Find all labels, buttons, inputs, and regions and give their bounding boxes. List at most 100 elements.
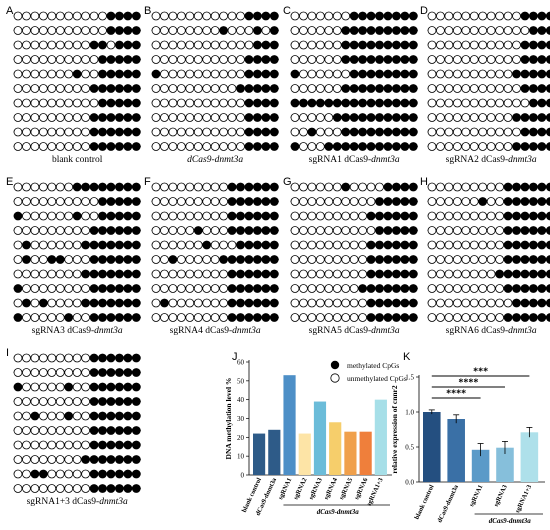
panel-caption: dCas9-dnmt3a xyxy=(187,155,243,165)
unmethylated-cpg xyxy=(452,255,462,264)
methylated-cpg xyxy=(349,84,359,93)
unmethylated-cpg xyxy=(89,98,99,108)
unmethylated-cpg xyxy=(324,240,334,250)
methylated-cpg xyxy=(252,240,262,250)
unmethylated-cpg xyxy=(427,284,437,293)
methylated-cpg xyxy=(193,226,203,235)
unmethylated-cpg xyxy=(478,69,488,79)
methylated-cpg xyxy=(366,98,376,108)
unmethylated-cpg xyxy=(349,240,359,250)
unmethylated-cpg xyxy=(193,313,203,322)
unmethylated-cpg xyxy=(299,197,308,206)
unmethylated-cpg xyxy=(444,55,454,64)
methylated-cpg xyxy=(261,182,271,192)
unmethylated-cpg xyxy=(461,255,471,264)
unmethylated-cpg xyxy=(38,197,48,206)
unmethylated-cpg xyxy=(349,298,359,308)
methylated-cpg xyxy=(269,197,279,206)
unmethylated-cpg xyxy=(89,55,99,64)
unmethylated-cpg xyxy=(341,269,351,279)
panel-caption: sgRNA4 dCas9-dnmt3a xyxy=(170,326,261,336)
unmethylated-cpg xyxy=(64,469,74,479)
unmethylated-cpg xyxy=(55,411,65,421)
unmethylated-cpg xyxy=(176,313,186,322)
unmethylated-cpg xyxy=(160,240,169,250)
methylated-cpg xyxy=(106,211,116,221)
methylated-cpg xyxy=(383,40,393,50)
unmethylated-cpg xyxy=(168,240,178,250)
methylated-cpg xyxy=(375,69,384,79)
methylated-cpg xyxy=(123,255,133,264)
methylated-cpg xyxy=(391,26,401,35)
unmethylated-cpg xyxy=(55,368,65,377)
methylated-cpg xyxy=(537,69,547,79)
panel-label: F xyxy=(144,176,151,188)
unmethylated-cpg xyxy=(72,142,82,151)
methylated-cpg xyxy=(383,226,393,235)
methylated-cpg xyxy=(366,127,376,137)
methylated-cpg xyxy=(22,240,31,250)
methylated-cpg xyxy=(537,127,547,137)
unmethylated-cpg xyxy=(349,255,359,264)
methylated-cpg xyxy=(400,269,410,279)
unmethylated-legend-label: unmethylated CpGs xyxy=(347,374,407,383)
unmethylated-cpg xyxy=(324,84,334,93)
methylated-cpg xyxy=(366,113,376,122)
unmethylated-cpg xyxy=(64,440,74,450)
unmethylated-cpg xyxy=(13,142,23,151)
methylated-cpg xyxy=(269,98,279,108)
methylated-cpg xyxy=(131,469,141,479)
unmethylated-cpg xyxy=(55,455,65,464)
unmethylated-cpg xyxy=(236,142,245,151)
unmethylated-cpg xyxy=(452,182,462,192)
unmethylated-cpg xyxy=(349,211,359,221)
bar-8 xyxy=(359,431,372,475)
methylated-cpg xyxy=(290,142,300,151)
methylated-cpg xyxy=(244,197,254,206)
unmethylated-cpg xyxy=(495,11,505,21)
unmethylated-cpg xyxy=(72,284,82,293)
unmethylated-cpg xyxy=(444,284,454,293)
methylated-cpg xyxy=(520,69,530,79)
caption-text: sgRNA2 dCas9- xyxy=(446,155,509,165)
methylated-cpg xyxy=(391,127,401,137)
unmethylated-cpg xyxy=(38,127,48,137)
unmethylated-cpg xyxy=(13,197,23,206)
unmethylated-cpg xyxy=(55,469,65,479)
unmethylated-cpg xyxy=(22,211,31,221)
methylated-cpg xyxy=(537,142,547,151)
unmethylated-cpg xyxy=(307,84,317,93)
unmethylated-cpg xyxy=(290,127,300,137)
unmethylated-cpg xyxy=(452,197,462,206)
unmethylated-cpg xyxy=(55,313,65,322)
unmethylated-cpg xyxy=(503,142,513,151)
unmethylated-cpg xyxy=(436,55,445,64)
methylated-cpg xyxy=(123,211,133,221)
unmethylated-cpg xyxy=(503,69,513,79)
unmethylated-cpg xyxy=(64,98,74,108)
methylated-cpg xyxy=(529,113,538,122)
y-tick-label: 0.0 xyxy=(405,479,414,487)
methylated-legend-label: methylated CpGs xyxy=(347,361,399,370)
unmethylated-cpg xyxy=(151,84,161,93)
methylated-cpg xyxy=(375,55,384,64)
unmethylated-cpg xyxy=(64,127,74,137)
methylated-cpg xyxy=(98,182,107,192)
unmethylated-cpg xyxy=(315,255,325,264)
methylated-cpg xyxy=(520,298,530,308)
unmethylated-cpg xyxy=(299,269,308,279)
methylated-cpg xyxy=(72,211,82,221)
methylated-cpg xyxy=(131,127,141,137)
unmethylated-cpg xyxy=(13,240,23,250)
unmethylated-cpg xyxy=(461,269,471,279)
methylated-cpg xyxy=(375,26,384,35)
methylated-cpg xyxy=(349,113,359,122)
methylated-cpg xyxy=(408,11,418,21)
methylated-cpg xyxy=(236,84,245,93)
methylated-cpg xyxy=(269,182,279,192)
unmethylated-cpg xyxy=(358,182,368,192)
unmethylated-cpg xyxy=(202,211,212,221)
